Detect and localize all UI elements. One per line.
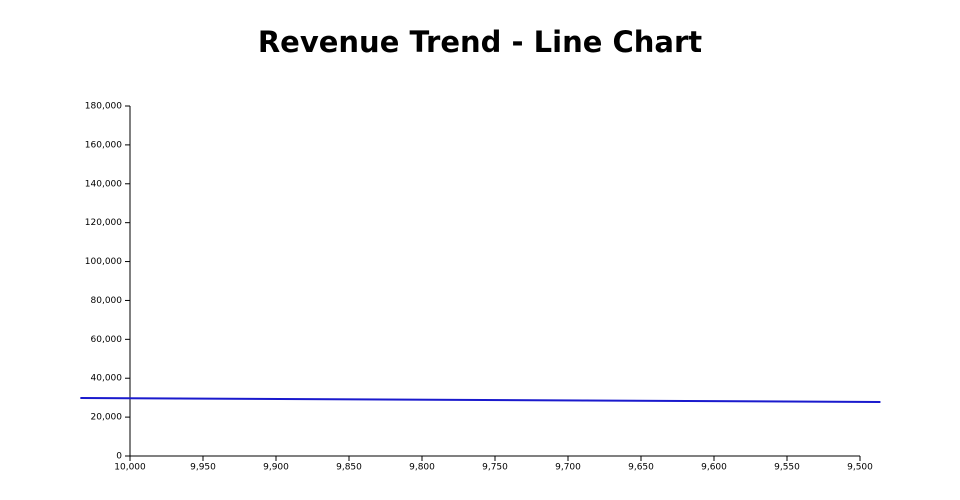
y-tick-label: 0 — [116, 452, 122, 462]
x-tick-label: 9,850 — [336, 463, 362, 473]
x-tick-label: 9,750 — [482, 463, 508, 473]
y-tick-label: 20,000 — [91, 413, 123, 423]
x-tick-label: 9,800 — [409, 463, 435, 473]
y-tick-label: 120,000 — [85, 218, 122, 228]
line-series — [80, 397, 881, 403]
x-tick-label: 10,000 — [114, 463, 146, 473]
y-tick-label: 100,000 — [85, 257, 122, 267]
y-tick-label: 160,000 — [85, 140, 122, 150]
y-tick-label: 140,000 — [85, 179, 122, 189]
x-tick-label: 9,550 — [774, 463, 800, 473]
x-tick-label: 9,700 — [555, 463, 581, 473]
y-tick-label: 80,000 — [91, 296, 123, 306]
x-tick-label: 9,600 — [701, 463, 727, 473]
x-tick-label: 9,650 — [628, 463, 654, 473]
x-tick-label: 9,950 — [190, 463, 216, 473]
y-tick-label: 60,000 — [91, 335, 123, 345]
y-tick-label: 40,000 — [91, 374, 123, 384]
chart-title: Revenue Trend - Line Chart — [258, 25, 702, 59]
x-tick-label: 9,500 — [847, 463, 873, 473]
y-tick-label: 180,000 — [85, 102, 122, 112]
x-tick-label: 9,900 — [263, 463, 289, 473]
